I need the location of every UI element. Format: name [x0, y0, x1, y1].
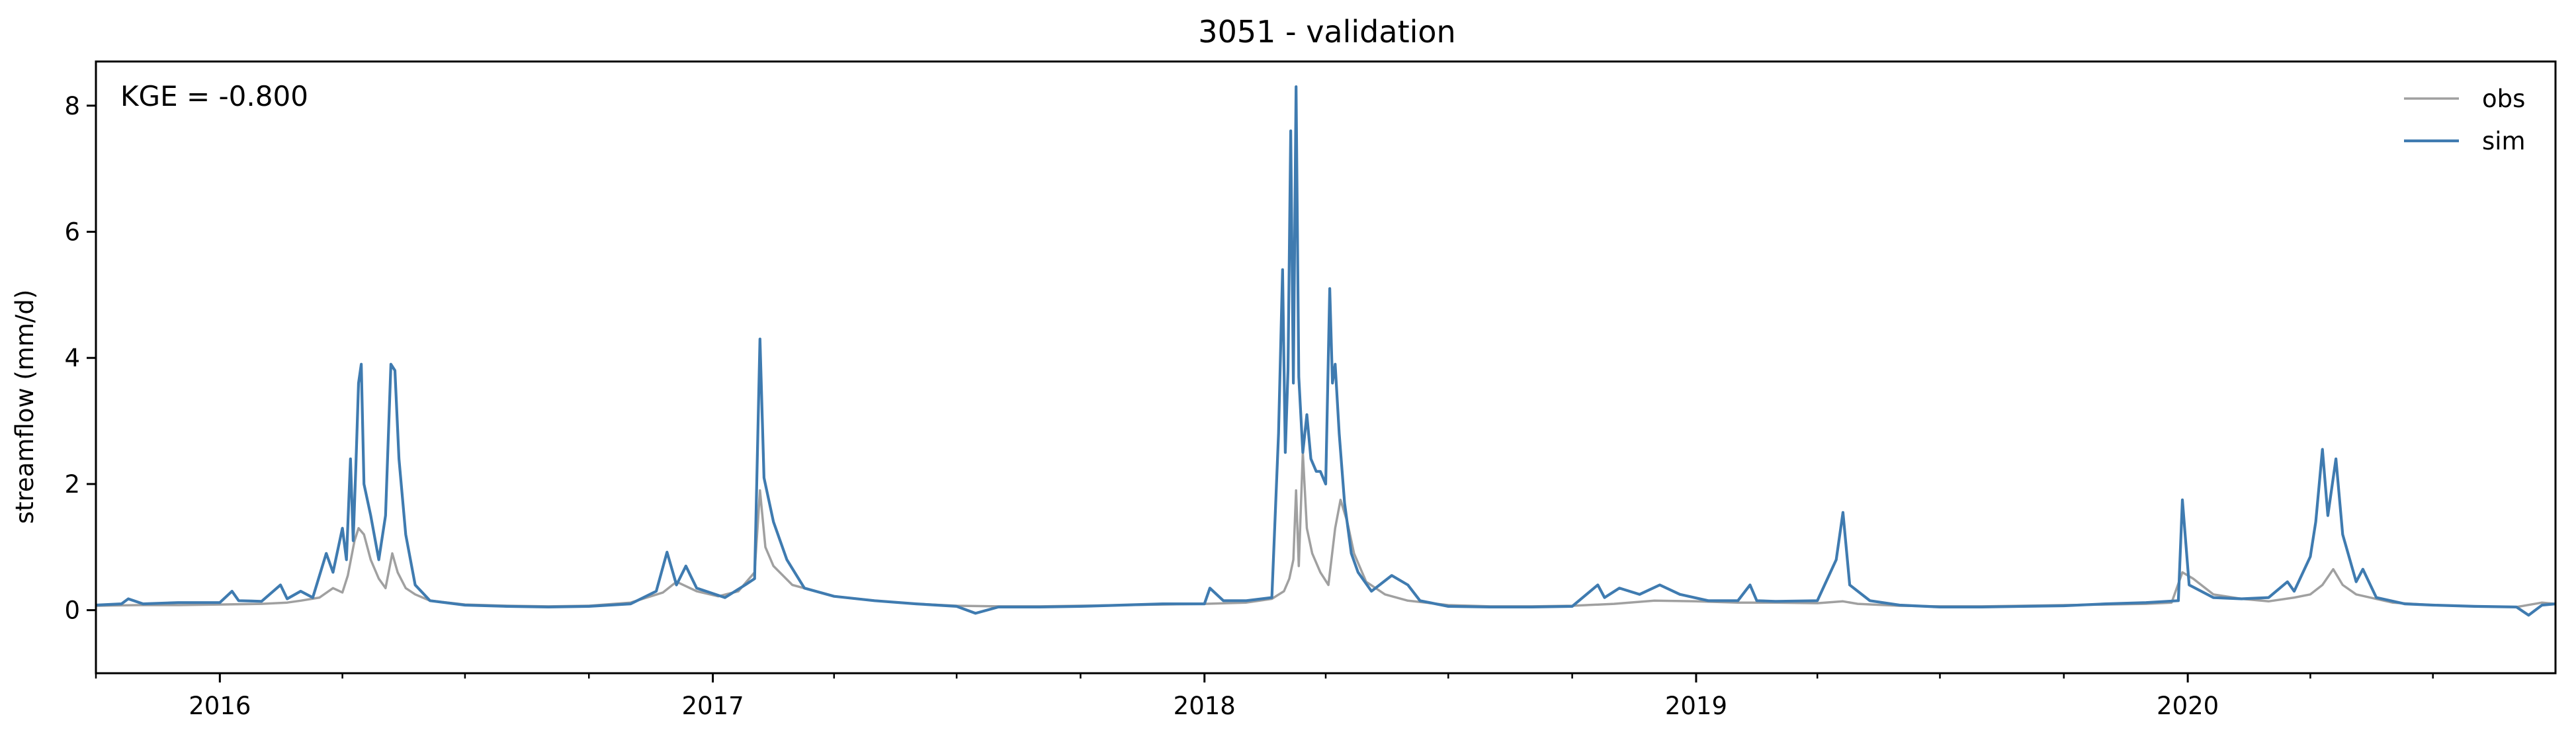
x-axis-minor-ticks — [95, 673, 2434, 679]
x-tick-label: 2020 — [2157, 692, 2219, 720]
series-line-obs — [95, 451, 2556, 608]
x-tick-label: 2018 — [1174, 692, 1236, 720]
x-tick-label: 2017 — [681, 692, 744, 720]
legend-label-obs: obs — [2482, 85, 2525, 113]
legend: obs sim — [2404, 85, 2526, 155]
x-axis-ticks: 2016 2017 2018 2019 2020 — [189, 673, 2219, 720]
x-tick-label: 2019 — [1665, 692, 1727, 720]
series-layer — [95, 85, 2556, 617]
series-line-sim — [95, 85, 2556, 617]
legend-label-sim: sim — [2482, 127, 2526, 155]
y-tick-label: 6 — [64, 218, 80, 246]
y-tick-label: 2 — [64, 470, 80, 499]
x-tick-label: 2016 — [189, 692, 251, 720]
y-tick-label: 0 — [64, 597, 80, 625]
y-tick-label: 8 — [64, 92, 80, 120]
chart-title: 3051 - validation — [1198, 14, 1455, 50]
y-axis-ticks: 0 2 4 6 8 — [64, 92, 96, 625]
y-tick-label: 4 — [64, 344, 80, 372]
kge-annotation: KGE = -0.800 — [120, 80, 308, 112]
y-axis-label: streamflow (mm/d) — [11, 290, 39, 524]
